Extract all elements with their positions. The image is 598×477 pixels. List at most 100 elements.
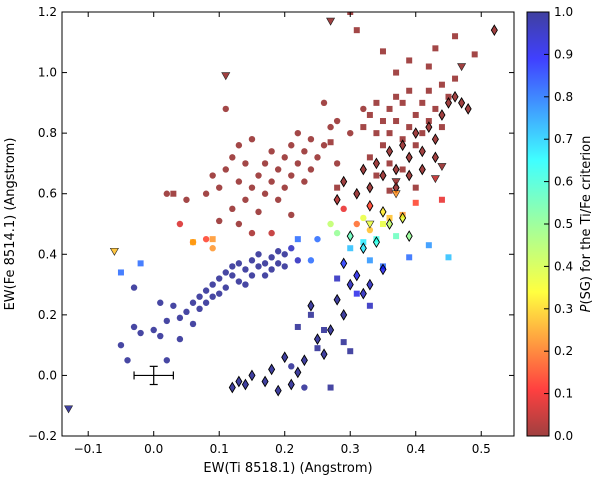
data-point-circle	[360, 214, 367, 222]
data-point-circle	[196, 305, 203, 312]
data-point-circle	[274, 248, 282, 255]
data-point-triangle-down	[221, 72, 231, 81]
data-point-triangle-down	[430, 175, 440, 184]
x-tick-label: 0.3	[341, 442, 360, 456]
data-point-square	[307, 311, 314, 318]
data-point-square	[445, 254, 452, 261]
data-point-diamond	[359, 242, 367, 255]
colorbar-tick-label: 0.5	[554, 217, 573, 231]
data-point-square	[419, 99, 426, 106]
data-point-square	[399, 136, 406, 143]
data-point-circle	[150, 326, 157, 334]
data-point-diamond	[359, 163, 367, 176]
data-point-diamond	[268, 363, 276, 376]
data-point-square	[360, 124, 367, 131]
data-point-square	[425, 63, 432, 70]
data-point-diamond	[307, 299, 315, 312]
data-point-circle	[261, 272, 269, 279]
data-point-circle	[189, 320, 197, 328]
plot-area	[61, 11, 515, 437]
data-point-square	[347, 245, 354, 252]
x-tick-label: 0.5	[472, 442, 491, 456]
data-point-circle	[235, 278, 243, 285]
colorbar-tick-label: 0.4	[554, 259, 573, 273]
data-point-circle	[202, 299, 210, 306]
data-point-circle	[255, 263, 262, 270]
data-point-diamond	[274, 384, 282, 397]
data-point-circle	[209, 245, 216, 252]
data-point-diamond	[281, 351, 289, 364]
data-point-triangle-down	[437, 163, 447, 172]
data-point-diamond	[431, 151, 439, 164]
data-point-circle	[327, 220, 334, 228]
data-point-diamond	[359, 287, 367, 300]
data-point-circle	[274, 260, 282, 267]
data-point-triangle-down	[391, 190, 401, 199]
data-point-circle	[130, 323, 138, 331]
y-tick-label: 0.0	[38, 368, 57, 382]
data-point-square	[294, 323, 301, 330]
data-point-circle	[216, 217, 223, 225]
error-bar	[133, 365, 174, 386]
data-point-circle	[288, 172, 295, 179]
data-point-diamond	[379, 263, 387, 276]
data-point-circle	[307, 166, 315, 173]
data-point-circle	[281, 263, 288, 270]
data-point-diamond	[379, 206, 387, 218]
data-point-circle	[288, 245, 295, 252]
data-point-diamond	[287, 378, 295, 391]
data-point-circle	[281, 184, 288, 191]
data-point-square	[425, 242, 432, 249]
data-point-circle	[137, 329, 144, 337]
data-point-circle	[248, 184, 256, 191]
colorbar-tick-label: 0.0	[554, 429, 573, 443]
data-point-circle	[235, 178, 243, 185]
data-point-circle	[117, 341, 125, 349]
colorbar-tick-label: 0.8	[554, 90, 573, 104]
data-point-diamond	[353, 269, 361, 282]
y-tick-label: 1.0	[38, 66, 57, 80]
data-point-diamond	[399, 212, 407, 224]
data-point-square	[386, 187, 393, 194]
data-point-circle	[333, 160, 341, 167]
y-tick-label: 0.2	[38, 308, 57, 322]
data-point-triangle-down	[326, 17, 336, 26]
data-point-circle	[301, 148, 308, 155]
data-point-square	[438, 81, 445, 88]
data-point-circle	[248, 272, 256, 279]
data-point-circle	[183, 196, 190, 203]
data-point-circle	[353, 220, 360, 228]
data-point-circle	[163, 317, 171, 325]
data-point-circle	[268, 178, 275, 185]
data-point-diamond	[366, 278, 374, 291]
data-point-square	[334, 184, 341, 191]
data-point-diamond	[320, 348, 328, 361]
colorbar-label-italic: P	[579, 304, 594, 312]
data-point-circle	[176, 220, 184, 228]
data-point-circle	[235, 220, 243, 228]
data-point-triangle-down	[109, 247, 119, 256]
data-point-square	[327, 139, 334, 146]
data-point-square	[117, 269, 124, 276]
data-point-square	[412, 184, 419, 191]
data-point-circle	[222, 269, 229, 276]
data-point-square	[399, 99, 406, 106]
data-point-circle	[170, 302, 177, 309]
data-point-circle	[281, 251, 288, 258]
data-point-circle	[255, 172, 262, 179]
data-point-circle	[261, 160, 269, 167]
data-point-diamond	[405, 151, 413, 164]
data-point-square	[137, 260, 144, 267]
colorbar	[527, 12, 549, 436]
data-point-square	[445, 93, 452, 100]
data-point-circle	[157, 299, 164, 306]
colorbar-label-rest: (SG) for the Ti/Fe criterion	[579, 136, 594, 305]
data-point-diamond	[372, 157, 380, 170]
data-point-diamond	[386, 145, 394, 158]
data-point-square	[190, 239, 197, 246]
data-point-circle	[163, 190, 171, 197]
data-point-circle	[176, 314, 184, 322]
data-point-diamond	[379, 169, 387, 182]
data-point-square	[438, 124, 445, 131]
